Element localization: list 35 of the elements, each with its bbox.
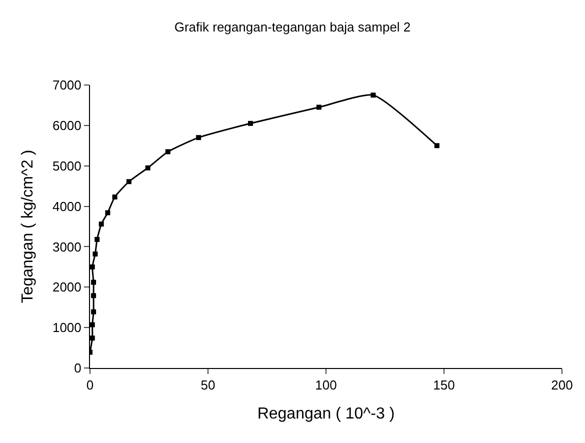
point xyxy=(91,280,96,285)
point xyxy=(91,293,96,298)
y-tick-label: 0 xyxy=(74,360,82,376)
y-tick-label: 7000 xyxy=(52,78,82,93)
x-tick-label: 50 xyxy=(200,378,216,393)
point xyxy=(90,322,95,328)
y-tick-label: 5000 xyxy=(52,158,82,174)
point xyxy=(112,194,118,200)
chart-title: Grafik regangan-tegangan baja sampel 2 xyxy=(174,19,411,34)
point xyxy=(145,165,150,170)
point xyxy=(126,179,132,184)
point xyxy=(248,120,253,126)
point xyxy=(94,236,100,242)
x-tick-label: 200 xyxy=(551,378,573,393)
y-tick-label: 4000 xyxy=(52,198,82,214)
point xyxy=(90,336,95,341)
y-axis-title: Tegangan ( kg/cm^2 ) xyxy=(19,150,36,304)
point xyxy=(92,251,98,256)
point xyxy=(98,222,104,227)
x-tick-label: 100 xyxy=(315,378,337,393)
point xyxy=(196,135,202,140)
x-tick-label: 0 xyxy=(86,378,94,393)
point xyxy=(165,149,170,154)
point xyxy=(90,264,95,270)
y-tick-label: 3000 xyxy=(52,239,82,254)
y-tick-label: 2000 xyxy=(52,280,82,295)
y-tick-label: 6000 xyxy=(52,118,82,133)
point xyxy=(105,210,110,216)
point xyxy=(316,104,322,110)
point xyxy=(434,143,440,148)
y-tick-label: 1000 xyxy=(52,320,82,336)
point xyxy=(370,92,376,98)
point xyxy=(91,309,96,314)
x-tick-label: 150 xyxy=(433,378,455,393)
x-axis-title: Regangan ( 10^-3 ) xyxy=(257,405,395,422)
